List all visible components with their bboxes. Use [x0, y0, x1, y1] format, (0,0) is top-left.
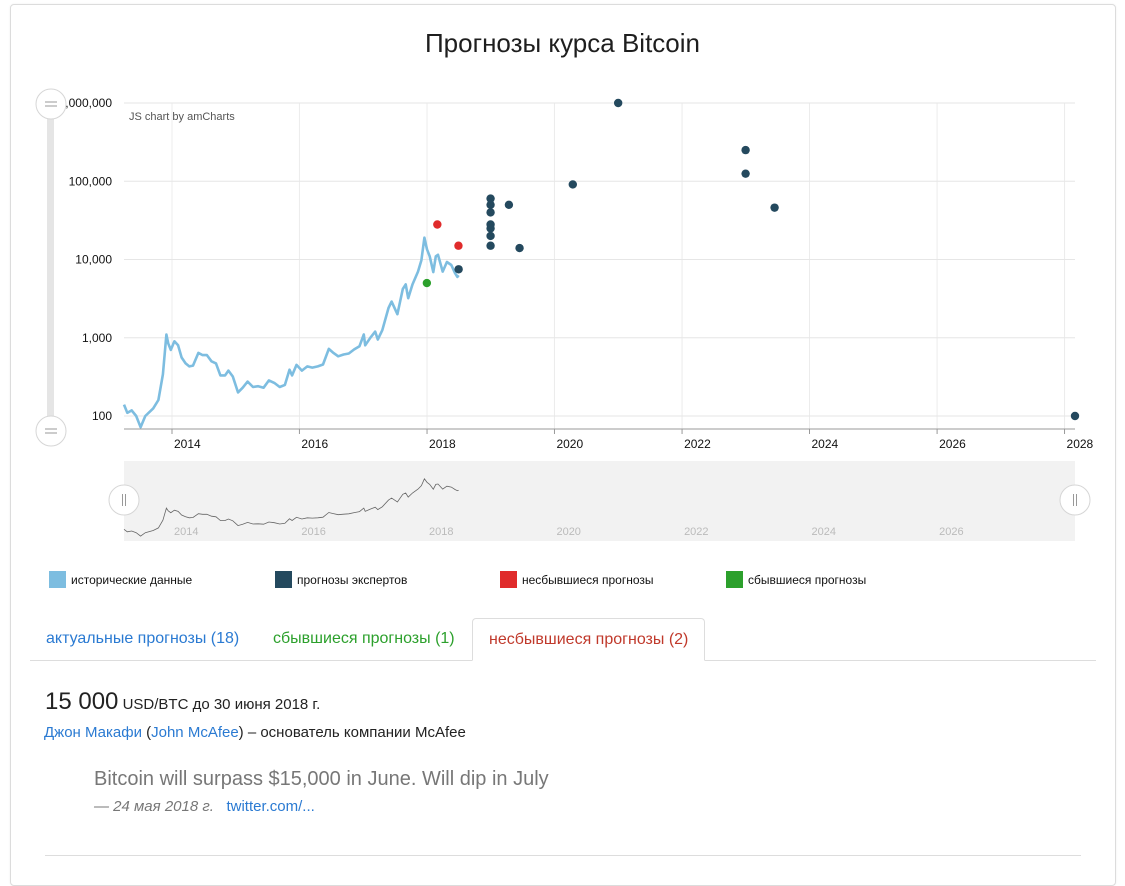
- zoom-handle-bottom: [35, 415, 67, 447]
- tab-failed-forecasts[interactable]: несбывшиеся прогнозы (2): [472, 618, 706, 661]
- forecast-point: [486, 224, 495, 233]
- y-tick-label: 1,000: [82, 331, 112, 345]
- x-tick-label: 2020: [556, 437, 583, 451]
- forecast-price-suffix: USD/BTC до 30 июня 2018 г.: [118, 696, 321, 713]
- x-tick-label: 2024: [811, 437, 838, 451]
- x-tick-label: 2022: [684, 437, 711, 451]
- forecast-point: [613, 98, 623, 108]
- forecast-point: [770, 203, 779, 212]
- x-tick-label: 2014: [174, 437, 201, 451]
- forecast-point: [486, 194, 495, 203]
- scrollbar-tick-label: 2026: [939, 526, 963, 538]
- author-link-en[interactable]: John McAfee: [151, 724, 239, 741]
- legend-item-experts[interactable]: прогнозы экспертов: [275, 571, 407, 588]
- x-tick-label: 2028: [1067, 437, 1094, 451]
- forecast-price: 15 000: [45, 688, 119, 715]
- tab-actual-forecasts[interactable]: актуальные прогнозы (18): [46, 630, 240, 647]
- scrollbar-handle-left: [108, 484, 140, 516]
- historical-price-line: [122, 236, 460, 429]
- forecast-tabs: актуальные прогнозы (18) сбывшиеся прогн…: [30, 618, 1096, 661]
- chart-legend: исторические данные прогнозы экспертов н…: [0, 571, 1125, 591]
- legend-swatch-historical: [49, 571, 66, 588]
- forecast-point: [422, 278, 432, 288]
- author-open-paren: (: [141, 724, 152, 741]
- forecast-point: [454, 265, 463, 274]
- x-tick-label: 2018: [429, 437, 456, 451]
- scrollbar-background: [124, 461, 1075, 541]
- y-tick-label: 1,000,000: [59, 96, 113, 110]
- forecast-quote-meta: — 24 мая 2018 г. twitter.com/...: [94, 798, 315, 815]
- forecast-point: [1070, 411, 1080, 421]
- forecast-point: [454, 241, 463, 250]
- forecast-quote: Bitcoin will surpass $15,000 in June. Wi…: [94, 768, 549, 790]
- legend-label-failed: несбывшиеся прогнозы: [522, 572, 654, 587]
- forecast-point: [486, 231, 495, 241]
- scrollbar-tick-label: 2016: [301, 526, 325, 538]
- quote-source-link[interactable]: twitter.com/...: [226, 798, 315, 815]
- forecast-point: [433, 220, 442, 229]
- legend-item-historical[interactable]: исторические данные: [49, 571, 192, 588]
- author-link-ru[interactable]: Джон Макафи: [44, 724, 142, 741]
- forecast-price-line: 15 000 USD/BTC до 30 июня 2018 г.: [45, 688, 1085, 716]
- forecast-entry: 15 000 USD/BTC до 30 июня 2018 г. Джон М…: [44, 688, 1085, 815]
- zoom-slider-track: [47, 108, 54, 431]
- scrollbar-tick-label: 2022: [684, 526, 708, 538]
- forecast-point: [504, 200, 514, 210]
- chart-title: Прогнозы курса Bitcoin: [424, 28, 700, 58]
- forecast-point: [568, 180, 577, 189]
- scrollbar-tick-label: 2020: [556, 526, 580, 538]
- legend-swatch-failed: [500, 571, 517, 588]
- scrollbar-handle-right: [1059, 484, 1091, 516]
- x-tick-label: 2016: [301, 437, 328, 451]
- legend-label-historical: исторические данные: [71, 572, 193, 587]
- legend-swatch-fulfilled: [726, 571, 743, 588]
- forecast-divider: [45, 855, 1081, 856]
- forecast-point: [741, 169, 750, 178]
- legend-label-fulfilled: сбывшиеся прогнозы: [748, 572, 867, 587]
- x-tick-label: 2026: [939, 437, 966, 451]
- forecast-point: [486, 241, 495, 250]
- scrollbar-preview-line: [123, 478, 459, 537]
- forecast-author-line: Джон Макафи (John McAfee) – основатель к…: [44, 724, 466, 741]
- tab-fulfilled-forecasts[interactable]: сбывшиеся прогнозы (1): [273, 630, 455, 647]
- author-description: ) – основатель компании McAfee: [238, 724, 466, 741]
- chart-credit: JS chart by amCharts: [129, 111, 235, 123]
- y-tick-label: 100: [92, 409, 112, 423]
- legend-swatch-experts: [275, 571, 292, 588]
- legend-item-fulfilled[interactable]: сбывшиеся прогнозы: [726, 571, 866, 588]
- chart-svg: 2014 2016 2018 2020 2022 2024 2026 2028 100 1,000…: [35, 88, 1094, 541]
- scrollbar-tick-label: 2014: [174, 526, 198, 538]
- quote-date: — 24 мая 2018 г.: [94, 798, 214, 815]
- forecast-point: [741, 145, 750, 155]
- legend-label-experts: прогнозы экспертов: [297, 572, 408, 587]
- forecast-point: [486, 200, 495, 210]
- scrollbar-tick-label: 2024: [811, 526, 835, 538]
- y-tick-label: 100,000: [69, 174, 113, 188]
- legend-item-failed[interactable]: несбывшиеся прогнозы: [500, 571, 654, 588]
- scrollbar-tick-label: 2018: [429, 526, 453, 538]
- zoom-handle-top: [35, 88, 67, 120]
- forecast-point: [486, 208, 495, 217]
- forecast-point: [515, 243, 524, 253]
- y-tick-label: 10,000: [75, 253, 112, 267]
- chart-card: [10, 4, 1116, 886]
